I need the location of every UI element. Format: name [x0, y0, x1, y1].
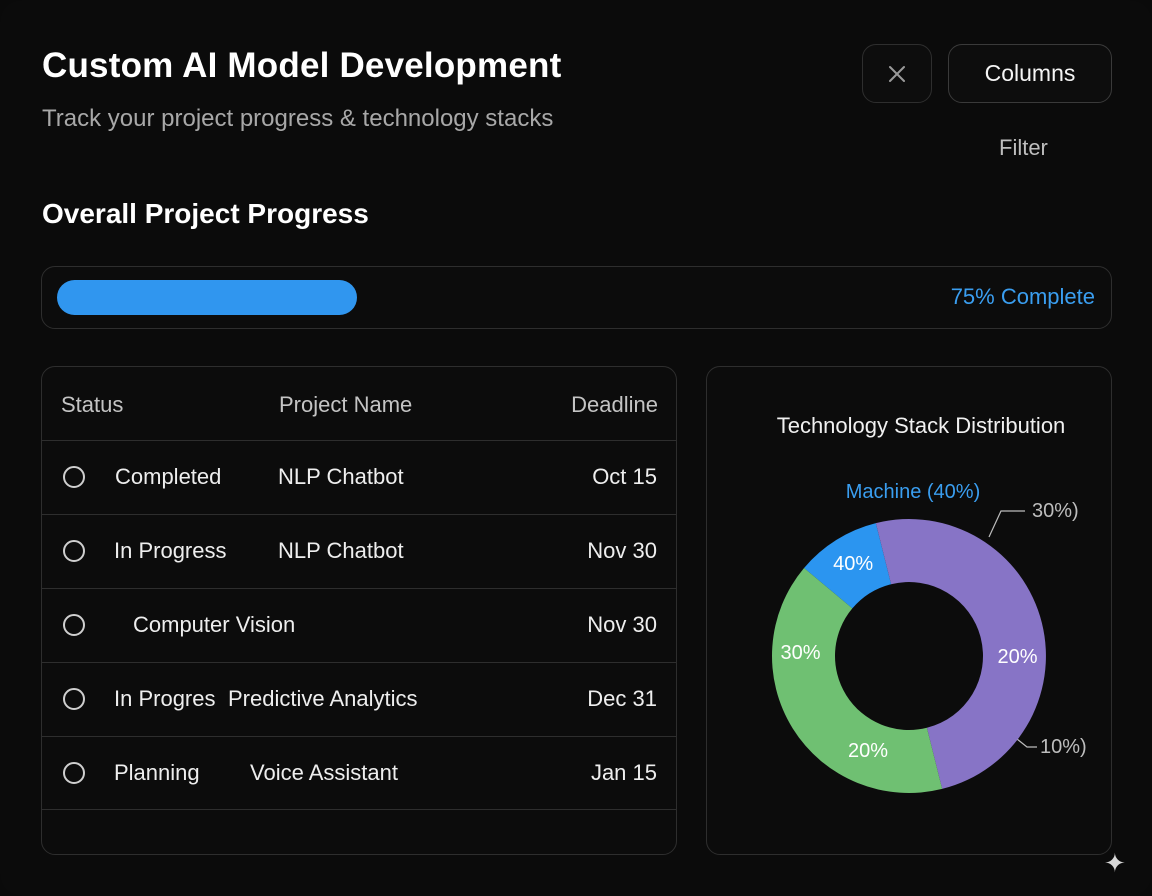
- table-row[interactable]: In Progres Predictive Analytics Dec 31: [42, 662, 676, 736]
- radio-icon[interactable]: [63, 466, 85, 488]
- tech-stack-chart-card: Technology Stack Distribution Machine (4…: [706, 366, 1112, 855]
- radio-icon[interactable]: [63, 688, 85, 710]
- progress-fill: [57, 280, 357, 315]
- slice-label-bottom: 20%: [848, 740, 888, 762]
- callout-leader-top-right: [988, 510, 1025, 538]
- row-deadline: Nov 30: [587, 538, 657, 563]
- row-project-name: Predictive Analytics: [228, 686, 418, 711]
- projects-table: Status Project Name Deadline Completed N…: [41, 366, 677, 855]
- slice-label-1: 20%: [997, 646, 1037, 668]
- row-project-name: Voice Assistant: [250, 760, 398, 785]
- donut-slice-0[interactable]: [804, 523, 892, 609]
- progress-track: [57, 280, 619, 315]
- column-header-project-name[interactable]: Project Name: [279, 392, 413, 417]
- radio-icon[interactable]: [63, 762, 85, 784]
- donut-slices: [772, 519, 1046, 793]
- column-header-status[interactable]: Status: [61, 392, 124, 417]
- row-deadline: Oct 15: [592, 464, 657, 489]
- row-project-name: NLP Chatbot: [278, 464, 404, 489]
- table-row[interactable]: Planning Voice Assistant Jan 15: [42, 736, 676, 810]
- table-row[interactable]: In Progress NLP Chatbot Nov 30: [42, 514, 676, 588]
- row-deadline: Dec 31: [587, 686, 657, 711]
- callout-machine: Machine (40%): [846, 481, 981, 503]
- donut-labels: 40% 20% 30%: [781, 553, 1038, 668]
- page-title: Custom AI Model Development: [42, 46, 562, 85]
- progress-label: 75% Complete: [950, 284, 1095, 309]
- radio-icon[interactable]: [63, 540, 85, 562]
- table-row[interactable]: Completed NLP Chatbot Oct 15: [42, 440, 676, 514]
- radio-icon[interactable]: [63, 614, 85, 636]
- columns-button[interactable]: Columns: [948, 44, 1112, 103]
- slice-label-0: 40%: [833, 553, 873, 575]
- chart-title: Technology Stack Distribution: [777, 413, 1066, 438]
- donut-chart: Technology Stack Distribution Machine (4…: [772, 413, 1087, 793]
- sparkle-icon: ✦: [1104, 848, 1126, 878]
- callout-leader-bottom-right: [1016, 738, 1037, 748]
- column-header-deadline[interactable]: Deadline: [571, 392, 658, 417]
- row-status: Completed: [115, 464, 222, 489]
- row-project-name: NLP Chatbot: [278, 538, 404, 563]
- table-row[interactable]: Computer Vision Nov 30: [42, 588, 676, 662]
- callout-bottom-right: 10%): [1040, 736, 1087, 758]
- row-deadline: Jan 15: [590, 760, 657, 785]
- donut-slice-2[interactable]: [772, 567, 943, 793]
- close-button[interactable]: [862, 44, 932, 103]
- callout-top-right: 30%): [1032, 500, 1079, 522]
- page-subtitle: Track your project progress & technology…: [42, 105, 554, 132]
- row-status: In Progress: [114, 538, 227, 563]
- row-project-name: Computer Vision: [133, 612, 296, 637]
- slice-label-2: 30%: [781, 642, 821, 664]
- close-icon: [889, 65, 905, 82]
- row-status: Planning: [114, 760, 200, 785]
- overall-progress-bar: 75% Complete: [41, 266, 1112, 329]
- filter-link[interactable]: Filter: [999, 135, 1048, 160]
- progress-section-title: Overall Project Progress: [42, 198, 369, 229]
- donut-slice-1[interactable]: [875, 519, 1046, 789]
- row-status: In Progres: [114, 686, 216, 711]
- row-deadline: Nov 30: [587, 612, 657, 637]
